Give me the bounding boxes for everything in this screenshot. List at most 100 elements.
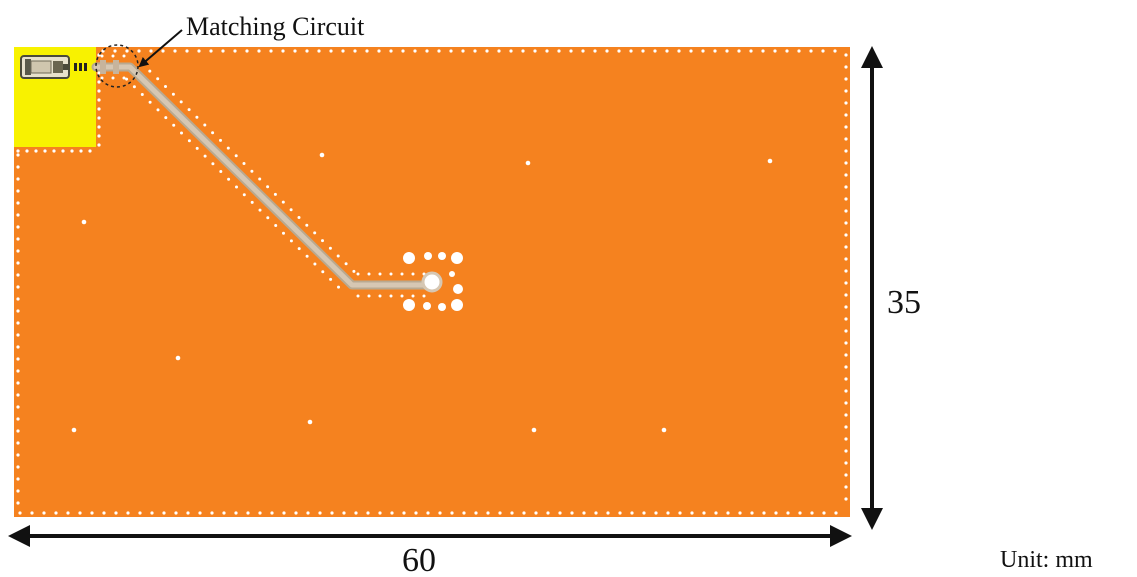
scattered-via xyxy=(175,355,181,361)
edge-via xyxy=(294,511,298,515)
edge-via xyxy=(630,511,634,515)
edge-via xyxy=(174,511,178,515)
trace-via xyxy=(234,154,238,158)
edge-via xyxy=(844,197,848,201)
pad-edge-via xyxy=(16,149,20,153)
edge-via xyxy=(844,185,848,189)
edge-via xyxy=(761,49,765,53)
edge-via xyxy=(149,49,153,53)
edge-via xyxy=(533,49,537,53)
edge-via xyxy=(844,125,848,129)
edge-via xyxy=(138,511,142,515)
trace-via xyxy=(122,54,126,58)
pad-edge-via xyxy=(97,71,101,75)
edge-via xyxy=(557,49,561,53)
trace-via xyxy=(336,254,340,258)
edge-via xyxy=(293,49,297,53)
edge-via xyxy=(844,437,848,441)
edge-via xyxy=(16,405,20,409)
trace-via xyxy=(195,146,199,150)
width-label: 60 xyxy=(402,542,436,577)
edge-via xyxy=(844,365,848,369)
edge-via xyxy=(90,511,94,515)
edge-via xyxy=(269,49,273,53)
trace-via xyxy=(281,200,285,204)
edge-via-rows xyxy=(16,49,848,515)
pad-edge-via xyxy=(97,116,101,120)
edge-via xyxy=(725,49,729,53)
edge-via xyxy=(16,225,20,229)
edge-via xyxy=(844,209,848,213)
edge-via xyxy=(713,49,717,53)
edge-via xyxy=(690,511,694,515)
dimension-arrow xyxy=(830,525,852,547)
pad-edge-via xyxy=(34,149,38,153)
edge-via xyxy=(798,511,802,515)
edge-via xyxy=(521,49,525,53)
edge-via xyxy=(234,511,238,515)
edge-via xyxy=(450,511,454,515)
edge-via xyxy=(16,201,20,205)
edge-via xyxy=(618,511,622,515)
edge-via xyxy=(844,281,848,285)
pad-edge-via xyxy=(43,149,47,153)
trace-via xyxy=(321,270,325,274)
edge-via xyxy=(844,389,848,393)
scattered-via xyxy=(307,419,313,425)
edge-via xyxy=(16,369,20,373)
edge-via xyxy=(844,161,848,165)
trace-via xyxy=(250,200,254,204)
edge-via xyxy=(570,511,574,515)
edge-via xyxy=(844,221,848,225)
edge-via xyxy=(844,353,848,357)
edge-via xyxy=(844,233,848,237)
edge-via xyxy=(16,165,20,169)
scattered-via xyxy=(661,427,667,433)
trace-via xyxy=(289,208,293,212)
edge-via xyxy=(342,511,346,515)
edge-via xyxy=(844,413,848,417)
edge-via xyxy=(750,511,754,515)
edge-via xyxy=(258,511,262,515)
edge-via xyxy=(678,511,682,515)
edge-via xyxy=(773,49,777,53)
trace-via xyxy=(411,294,415,298)
trace-via xyxy=(132,85,136,89)
trace-via xyxy=(297,247,301,251)
edge-via xyxy=(617,49,621,53)
terminal-via-cluster xyxy=(403,252,463,311)
pad-edge-via xyxy=(97,134,101,138)
edge-via xyxy=(125,49,129,53)
edge-via xyxy=(629,49,633,53)
edge-via xyxy=(833,49,837,53)
edge-via xyxy=(809,49,813,53)
edge-via xyxy=(16,177,20,181)
edge-via xyxy=(426,511,430,515)
edge-via xyxy=(150,511,154,515)
trace-via xyxy=(242,162,246,165)
trace-via xyxy=(329,277,333,281)
edge-via xyxy=(844,401,848,405)
edge-via xyxy=(16,333,20,337)
edge-via xyxy=(605,49,609,53)
edge-via xyxy=(16,309,20,313)
edge-via xyxy=(844,65,848,69)
edge-via xyxy=(666,511,670,515)
edge-via xyxy=(844,473,848,477)
trace-stitching-vias xyxy=(100,54,426,298)
edge-via xyxy=(497,49,501,53)
trace-via xyxy=(422,294,426,298)
edge-via xyxy=(834,511,838,515)
edge-via xyxy=(737,49,741,53)
trace-via xyxy=(203,154,207,158)
pad-edge-via xyxy=(97,143,101,147)
dimension-arrow xyxy=(861,46,883,68)
edge-via xyxy=(498,511,502,515)
trace-via xyxy=(266,216,270,220)
edge-via xyxy=(844,329,848,333)
edge-via xyxy=(665,49,669,53)
trace-via xyxy=(258,208,262,212)
trace-via xyxy=(328,246,332,250)
edge-via xyxy=(377,49,381,53)
